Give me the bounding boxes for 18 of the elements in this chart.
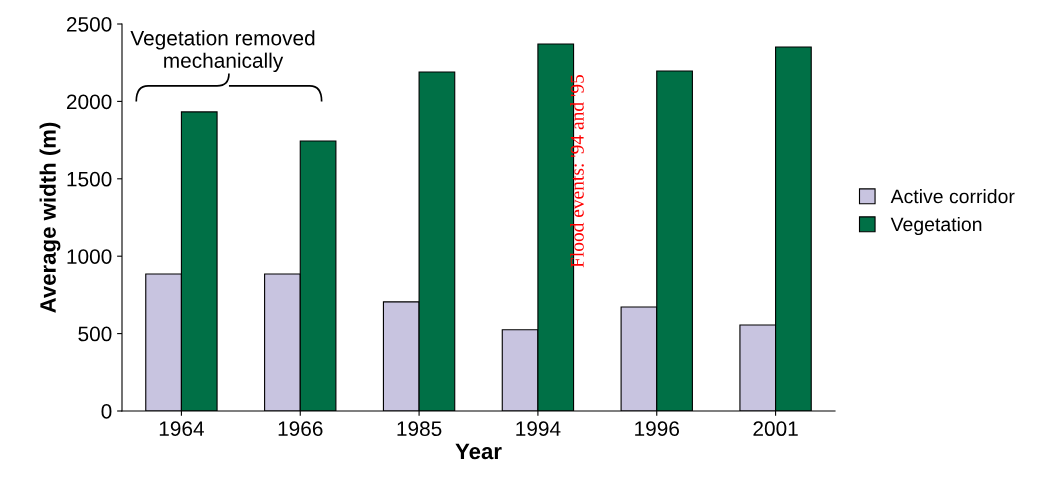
y-tick-label: 2500 (66, 17, 112, 32)
annotation: Flood events: '94 and '95 (570, 74, 584, 268)
annotation: Vegetation removed mechanically (130, 30, 315, 73)
y-tick-label: 2000 (66, 94, 112, 110)
legend-label: Active corridor (890, 189, 1015, 204)
y-tick-label: 1000 (67, 249, 112, 264)
x-axis-title: Year (455, 443, 502, 460)
y-axis-title: Average width (m) (39, 122, 61, 313)
y-tick-label: 1500 (67, 171, 112, 187)
x-tick-label: 1966 (278, 421, 323, 437)
x-tick-label: 1994 (516, 421, 561, 437)
y-tick-label: 500 (78, 326, 112, 342)
x-tick-label: 1996 (635, 421, 680, 437)
x-tick-label: 2001 (753, 421, 798, 437)
legend-label: Vegetation (890, 216, 982, 236)
x-tick-label: 1964 (159, 421, 204, 437)
y-tick-label: 0 (101, 404, 112, 419)
x-tick-label: 1985 (397, 421, 442, 437)
